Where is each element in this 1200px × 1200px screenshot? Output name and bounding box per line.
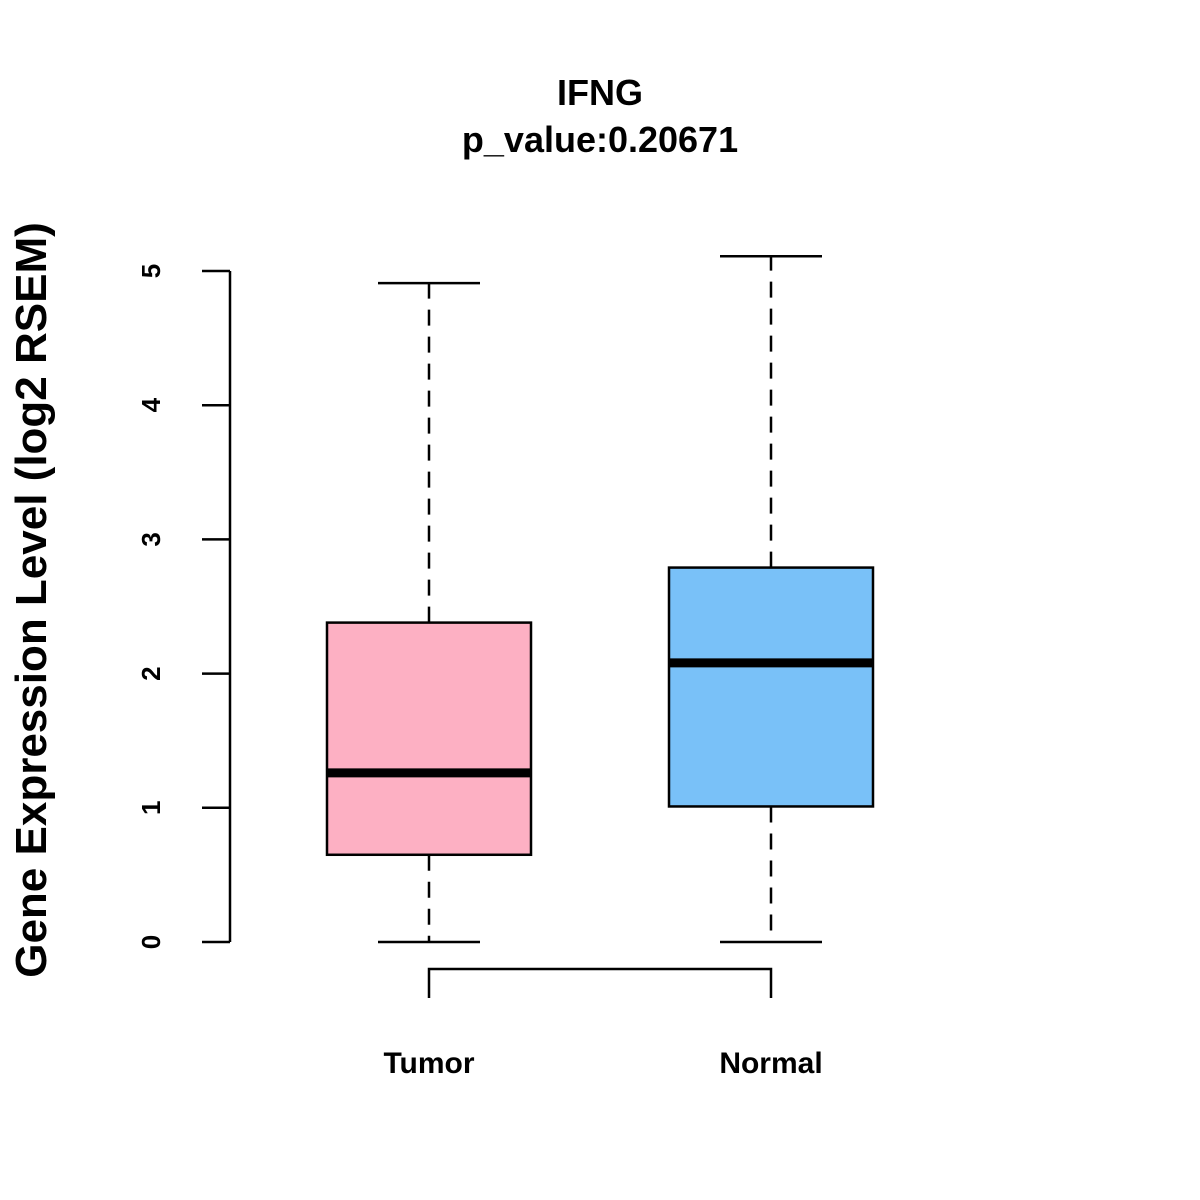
y-tick-label: 4 [136, 397, 166, 412]
comparison-bracket [427, 967, 773, 998]
iqr-box [667, 566, 875, 808]
chart-title: IFNG [557, 72, 643, 113]
category-label-tumor: Tumor [383, 1047, 474, 1080]
y-axis-label: Gene Expression Level (log2 RSEM) [7, 222, 56, 978]
chart-subtitle: p_value:0.20671 [462, 119, 738, 160]
category-label-normal: Normal [719, 1047, 822, 1080]
y-tick-label: 1 [136, 801, 166, 815]
box-tumor [325, 281, 533, 944]
boxes-group [325, 254, 875, 944]
y-tick-label: 2 [136, 666, 166, 680]
bracket-line [427, 967, 773, 998]
y-tick-label: 5 [136, 264, 166, 278]
iqr-box [325, 621, 533, 857]
category-labels: Tumor Normal [383, 1047, 822, 1080]
y-tick-label: 3 [136, 532, 166, 546]
y-tick-label: 0 [136, 935, 166, 949]
y-axis: 0 1 2 3 4 5 [136, 264, 232, 949]
box-normal [667, 254, 875, 944]
